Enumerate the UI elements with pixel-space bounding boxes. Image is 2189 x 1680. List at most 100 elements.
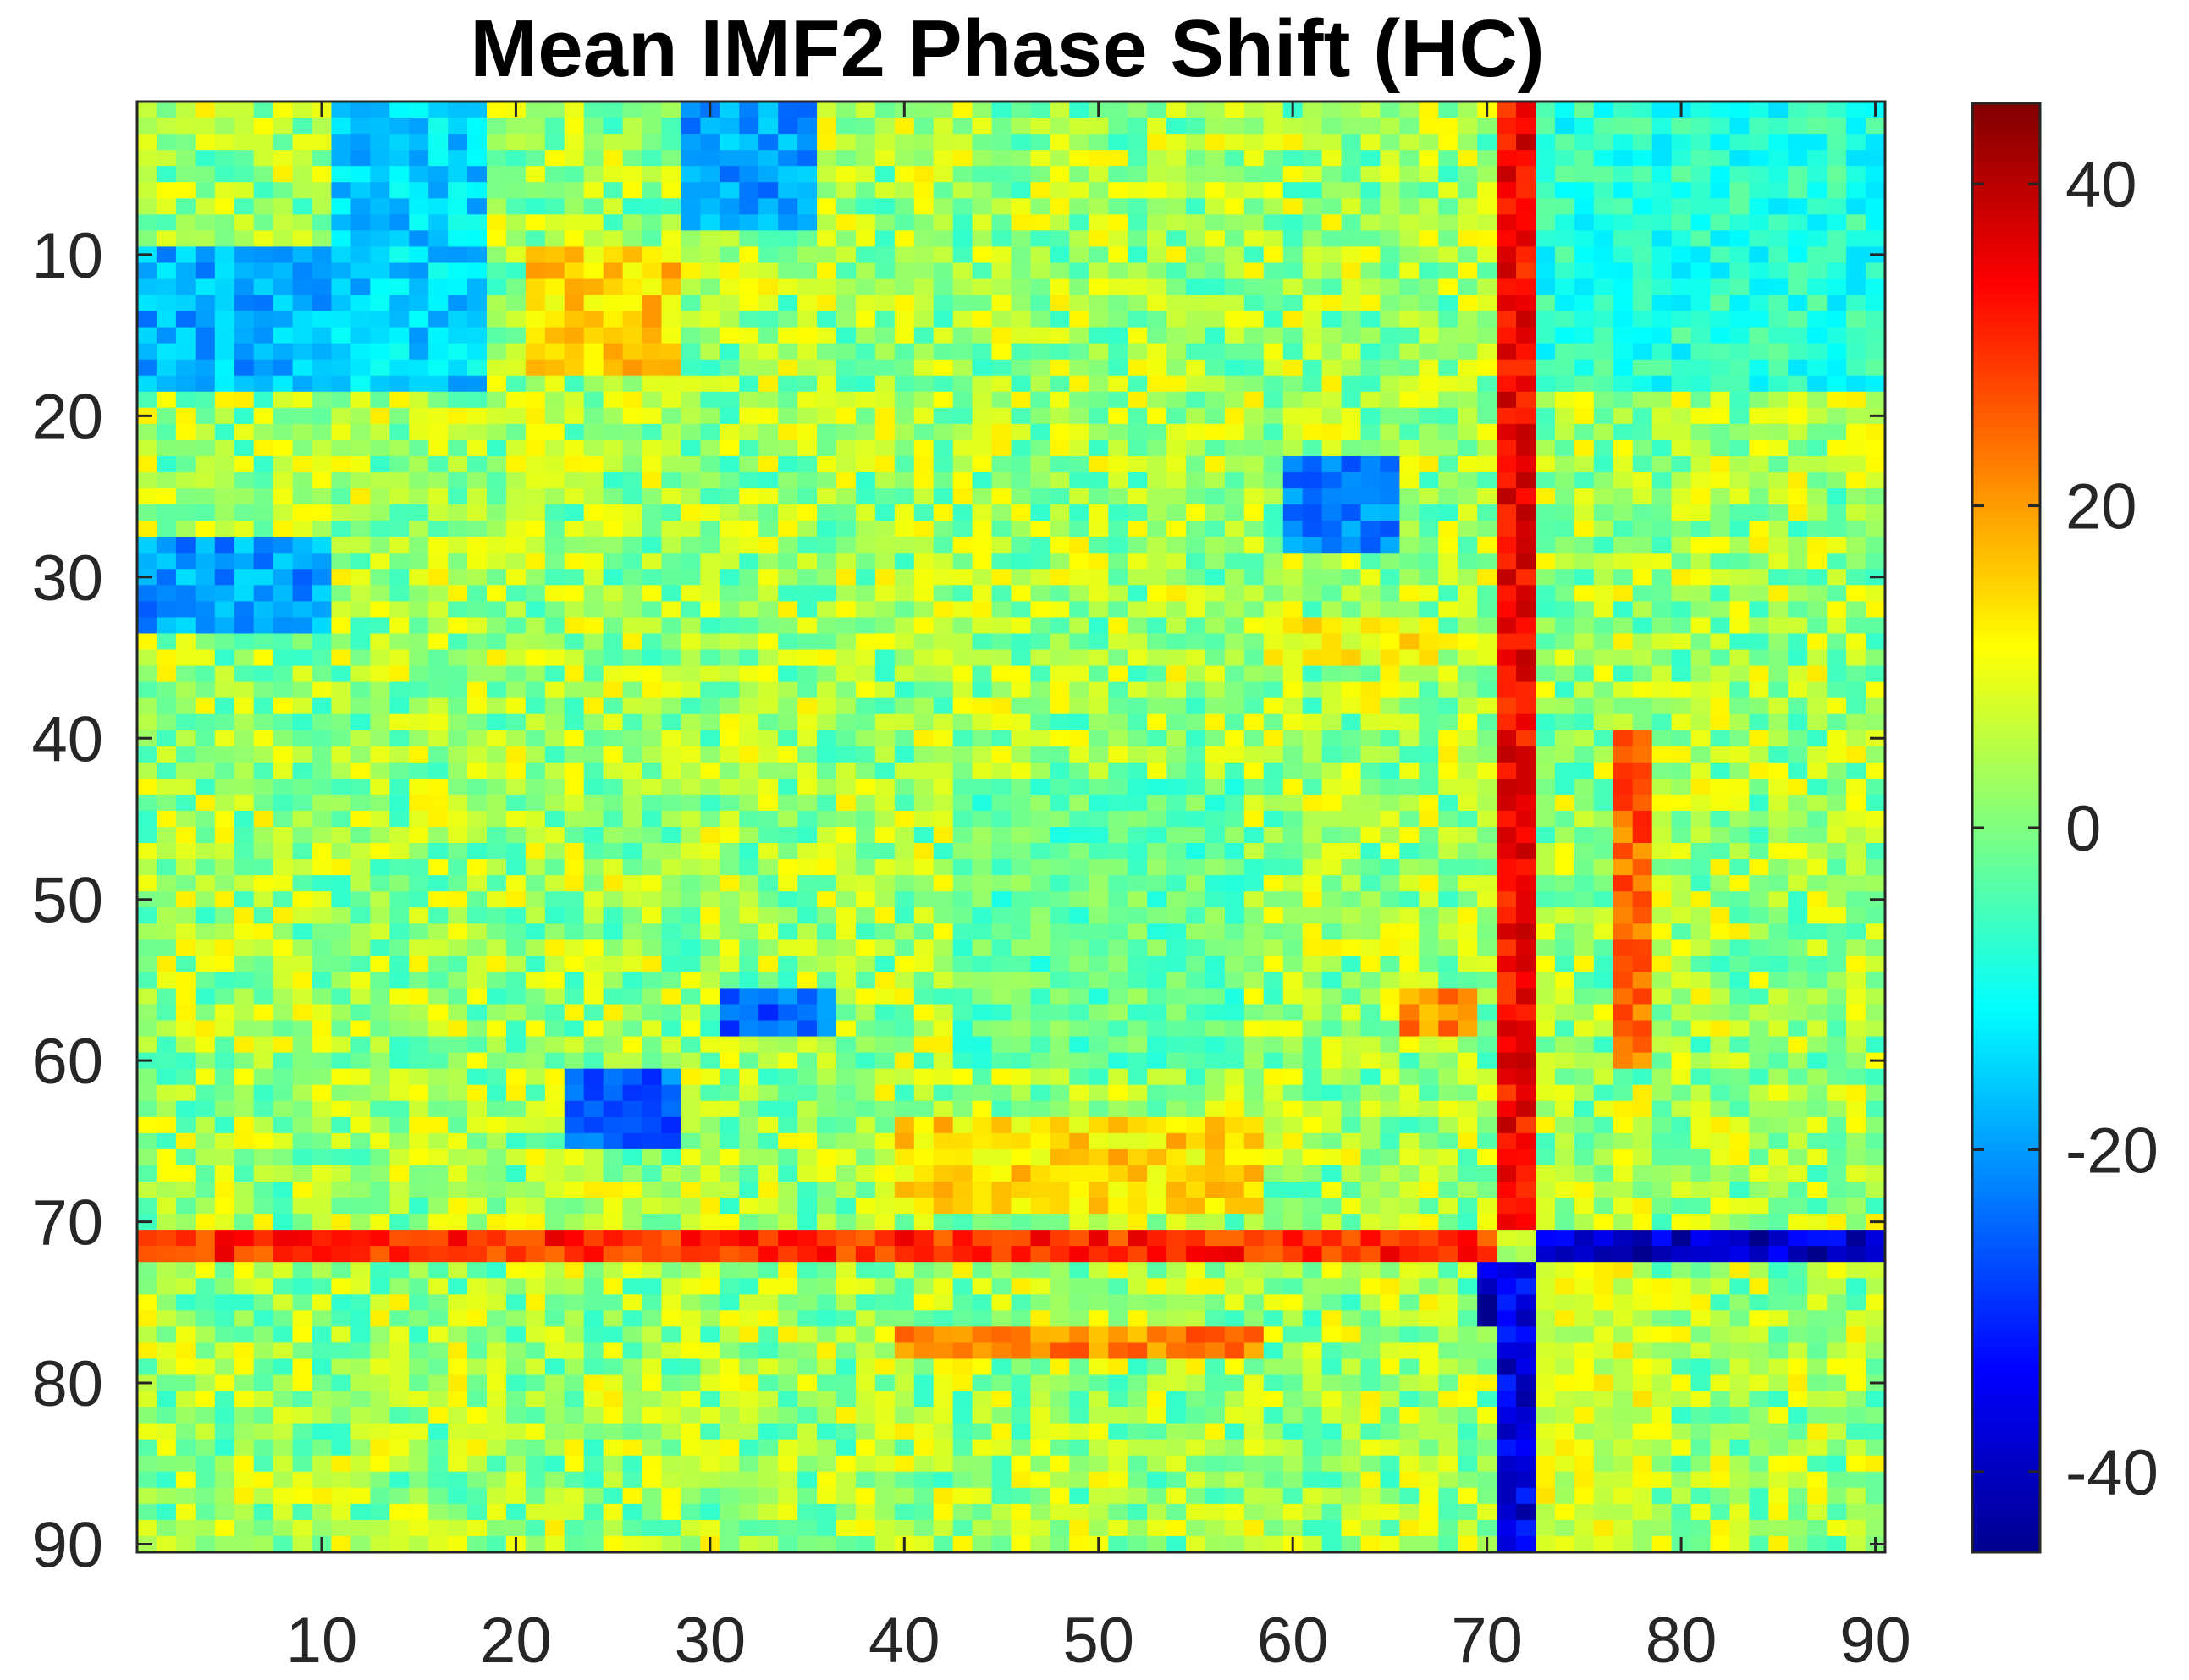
heatmap-cell bbox=[1011, 617, 1032, 635]
heatmap-cell bbox=[1438, 521, 1458, 537]
heatmap-cell bbox=[778, 617, 798, 635]
heatmap-cell bbox=[448, 278, 468, 296]
heatmap-cell bbox=[681, 681, 701, 699]
heatmap-cell bbox=[448, 923, 468, 940]
heatmap-cell bbox=[603, 697, 624, 715]
heatmap-cell bbox=[1205, 230, 1226, 247]
heatmap-cell bbox=[1458, 585, 1478, 602]
heatmap-cell bbox=[1788, 810, 1808, 828]
heatmap-cell bbox=[467, 118, 488, 135]
heatmap-cell bbox=[1768, 681, 1789, 699]
heatmap-cell bbox=[1224, 166, 1245, 183]
heatmap-cell bbox=[661, 278, 682, 296]
heatmap-cell bbox=[1438, 730, 1458, 747]
heatmap-cell bbox=[933, 230, 954, 247]
heatmap-cell bbox=[972, 246, 993, 264]
heatmap-cell bbox=[972, 375, 993, 393]
heatmap-cell bbox=[1069, 569, 1089, 586]
heatmap-cell bbox=[758, 488, 779, 505]
heatmap-cell bbox=[583, 617, 604, 635]
heatmap-cell bbox=[1380, 891, 1400, 908]
heatmap-cell bbox=[1729, 730, 1750, 747]
heatmap-cell bbox=[389, 891, 410, 908]
heatmap-cell bbox=[894, 343, 915, 361]
heatmap-cell bbox=[1846, 633, 1866, 651]
heatmap-cell bbox=[1380, 521, 1400, 537]
heatmap-cell bbox=[1536, 617, 1556, 635]
heatmap-cell bbox=[1030, 391, 1050, 409]
heatmap-cell bbox=[1458, 102, 1478, 118]
heatmap-cell bbox=[156, 375, 177, 393]
heatmap-cell bbox=[175, 681, 196, 699]
heatmap-cell bbox=[448, 601, 468, 619]
heatmap-cell bbox=[1011, 891, 1032, 908]
heatmap-cell bbox=[1866, 521, 1886, 537]
heatmap-cell bbox=[544, 649, 565, 667]
heatmap-cell bbox=[1341, 118, 1362, 135]
heatmap-cell bbox=[1419, 423, 1439, 441]
heatmap-cell bbox=[331, 649, 351, 667]
heatmap-cell bbox=[1632, 246, 1653, 264]
heatmap-cell bbox=[894, 633, 915, 651]
heatmap-cell bbox=[1341, 843, 1362, 860]
heatmap-cell bbox=[1030, 278, 1050, 296]
heatmap-cell bbox=[1419, 633, 1439, 651]
heatmap-cell bbox=[525, 423, 546, 441]
heatmap-cell bbox=[1651, 553, 1673, 570]
heatmap-cell bbox=[1651, 407, 1673, 425]
heatmap-cell bbox=[1302, 843, 1323, 860]
heatmap-cell bbox=[739, 214, 759, 231]
heatmap-cell bbox=[487, 455, 507, 473]
heatmap-cell bbox=[505, 327, 527, 344]
heatmap-cell bbox=[700, 988, 720, 1005]
heatmap-cell bbox=[1632, 278, 1653, 296]
heatmap-cell bbox=[331, 439, 351, 457]
heatmap-cell bbox=[661, 359, 682, 377]
heatmap-cell bbox=[156, 891, 177, 908]
heatmap-cell bbox=[1671, 246, 1692, 264]
heatmap-cell bbox=[797, 794, 818, 812]
heatmap-cell bbox=[1671, 134, 1692, 151]
heatmap-cell bbox=[836, 439, 857, 457]
heatmap-cell bbox=[1710, 843, 1731, 860]
heatmap-cell bbox=[1651, 504, 1673, 521]
heatmap-cell bbox=[933, 956, 954, 972]
heatmap-cell bbox=[681, 713, 701, 731]
heatmap-cell bbox=[855, 407, 876, 425]
heatmap-cell bbox=[195, 585, 216, 602]
heatmap-cell bbox=[312, 407, 333, 425]
heatmap-cell bbox=[1749, 214, 1769, 231]
heatmap-cell bbox=[253, 166, 274, 183]
heatmap-cell bbox=[1399, 439, 1420, 457]
heatmap-cell bbox=[1671, 649, 1692, 667]
heatmap-cell bbox=[933, 665, 954, 683]
heatmap-cell bbox=[1302, 939, 1323, 956]
heatmap-cell bbox=[933, 278, 954, 296]
heatmap-cell bbox=[1438, 939, 1458, 956]
heatmap-cell bbox=[564, 521, 585, 537]
heatmap-cell bbox=[525, 859, 546, 876]
heatmap-cell bbox=[1419, 166, 1439, 183]
heatmap-cell bbox=[642, 537, 663, 554]
heatmap-cell bbox=[1108, 617, 1128, 635]
heatmap-cell bbox=[1263, 907, 1284, 924]
heatmap-cell bbox=[448, 810, 468, 828]
heatmap-cell bbox=[874, 166, 896, 183]
heatmap-cell bbox=[1554, 407, 1575, 425]
heatmap-cell bbox=[1516, 746, 1536, 763]
heatmap-cell bbox=[1497, 198, 1517, 215]
heatmap-cell bbox=[1536, 118, 1556, 135]
heatmap-cell bbox=[1768, 472, 1789, 489]
heatmap-cell bbox=[1651, 230, 1673, 247]
heatmap-cell bbox=[292, 843, 313, 860]
heatmap-cell bbox=[836, 617, 857, 635]
heatmap-cell bbox=[505, 246, 527, 264]
heatmap-cell bbox=[681, 134, 701, 151]
heatmap-cell bbox=[1302, 327, 1323, 344]
heatmap-cell bbox=[1147, 488, 1167, 505]
heatmap-cell bbox=[1069, 504, 1089, 521]
heatmap-cell bbox=[642, 407, 663, 425]
heatmap-cell bbox=[253, 521, 274, 537]
heatmap-cell bbox=[1768, 278, 1789, 296]
heatmap-cell bbox=[350, 617, 371, 635]
